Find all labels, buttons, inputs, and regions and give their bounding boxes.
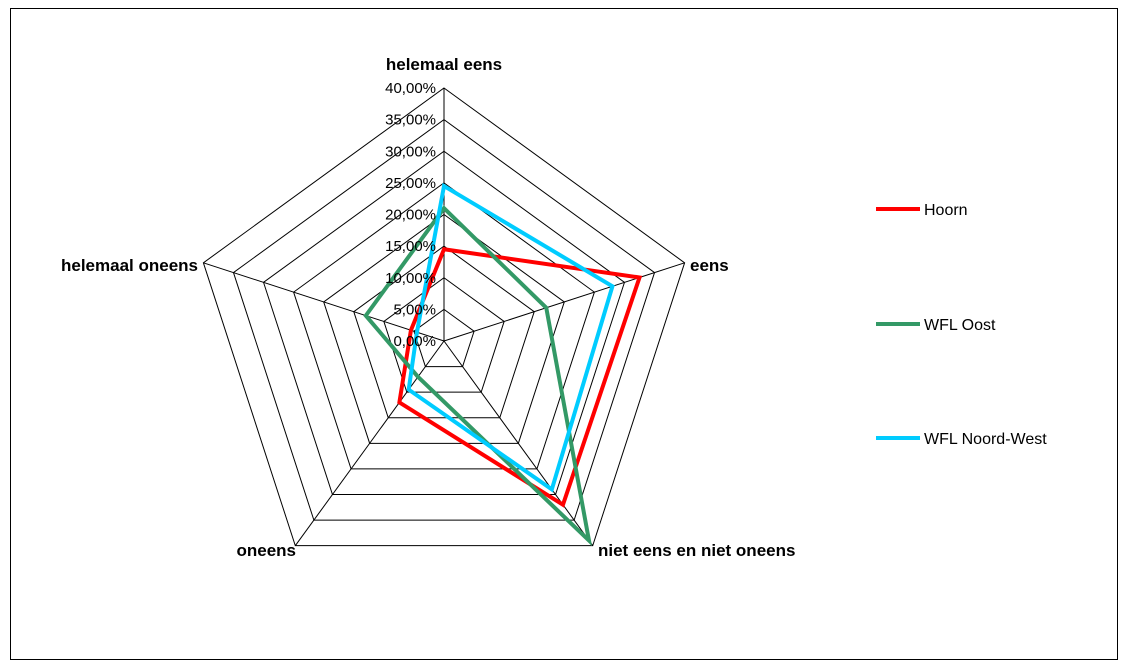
grid-ring [232, 119, 656, 521]
category-label: eens [690, 256, 729, 275]
radar-category-labels: helemaal eens eens niet eens en niet oneen… [61, 55, 795, 560]
radar-tick-labels: 0,00% 5,00% 10,00% 15,00% 20,00% 25,00% 30,00%… [385, 80, 436, 350]
grid-spoke [443, 340, 594, 546]
legend-item: Hoorn [876, 202, 968, 219]
category-label: oneens [236, 541, 296, 560]
tick-label: 25,00% [385, 175, 436, 192]
grid-ring [262, 150, 626, 496]
legend-label: Hoorn [924, 202, 968, 219]
category-label: helemaal oneens [61, 256, 198, 275]
tick-label: 5,00% [393, 301, 436, 318]
legend-label: WFL Oost [924, 317, 996, 334]
legend-item: WFL Noord-West [876, 431, 1047, 448]
tick-label: 35,00% [385, 112, 436, 129]
radar-grid [202, 87, 686, 547]
grid-ring [353, 245, 535, 419]
tick-label: 15,00% [385, 238, 436, 255]
legend-item: WFL Oost [876, 317, 996, 334]
grid-spoke [294, 340, 445, 546]
legend-label: WFL Noord-West [924, 431, 1047, 448]
series-line-wfl-noord-west [406, 182, 615, 493]
grid-ring [202, 87, 686, 547]
tick-label: 0,00% [393, 333, 436, 350]
tick-label: 30,00% [385, 143, 436, 160]
radar-series [363, 182, 643, 547]
tick-label: 20,00% [385, 207, 436, 224]
tick-label: 40,00% [385, 80, 436, 97]
series-line-wfl-oost [363, 205, 593, 547]
grid-ring [293, 182, 595, 470]
category-label: helemaal eens [386, 55, 502, 74]
grid-spoke [443, 262, 685, 342]
tick-label: 10,00% [385, 270, 436, 287]
grid-spoke [203, 262, 445, 342]
legend: Hoorn WFL Oost WFL Noord-West [876, 202, 1047, 448]
grid-ring [383, 277, 505, 393]
category-label: niet eens en niet oneens [598, 541, 795, 560]
series-line-hoorn [397, 247, 643, 508]
chart-frame [10, 8, 1118, 660]
grid-ring [323, 213, 565, 444]
